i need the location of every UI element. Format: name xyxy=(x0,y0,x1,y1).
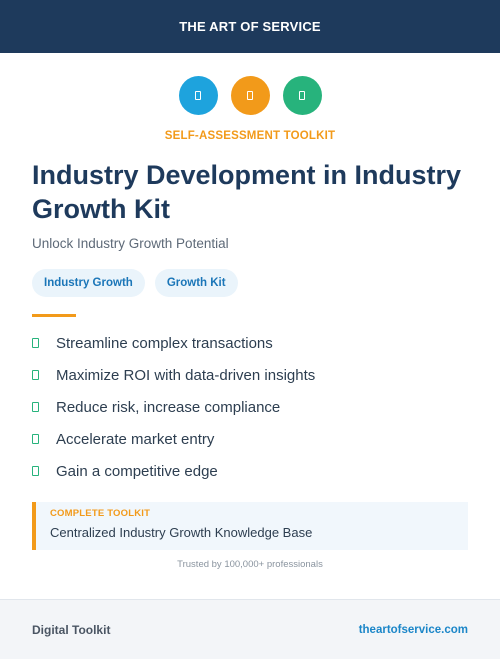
footer-bar: Digital Toolkit theartofservice.com xyxy=(0,599,500,659)
document-icon xyxy=(178,76,218,115)
benefit-text: Accelerate market entry xyxy=(56,430,215,448)
toolkit-callout: COMPLETE TOOLKIT Centralized Industry Gr… xyxy=(32,502,468,550)
accent-divider xyxy=(32,314,76,317)
benefit-text: Gain a competitive edge xyxy=(56,462,218,480)
toolkit-glyph xyxy=(299,91,305,100)
check-icon xyxy=(32,434,39,444)
document-glyph xyxy=(195,91,201,100)
benefit-list: Streamline complex transactions Maximize… xyxy=(32,327,468,487)
tag-growth-kit[interactable]: Growth Kit xyxy=(154,269,238,297)
check-icon xyxy=(32,402,39,412)
clipboard-icon xyxy=(230,76,270,115)
kicker-label: SELF-ASSESSMENT TOOLKIT xyxy=(164,130,336,142)
page-title: Industry Development in Industry Growth … xyxy=(32,160,462,224)
benefit-item: Streamline complex transactions xyxy=(32,327,468,359)
benefit-item: Gain a competitive edge xyxy=(32,455,468,487)
clipboard-glyph xyxy=(247,91,253,100)
footer-label: Digital Toolkit xyxy=(32,622,111,637)
benefit-text: Maximize ROI with data-driven insights xyxy=(56,366,316,384)
website-link[interactable]: theartofservice.com xyxy=(358,623,468,636)
check-icon xyxy=(32,370,39,380)
check-icon xyxy=(32,338,39,348)
header-bar: THE ART OF SERVICE xyxy=(0,0,500,53)
benefit-text: Streamline complex transactions xyxy=(56,334,273,352)
trust-note: Trusted by 100,000+ professionals xyxy=(177,559,323,570)
icon-row xyxy=(0,76,500,115)
callout-text: Centralized Industry Growth Knowledge Ba… xyxy=(50,525,313,540)
callout-label: COMPLETE TOOLKIT xyxy=(50,508,151,519)
toolkit-icon xyxy=(282,76,322,115)
main-content: Industry Development in Industry Growth … xyxy=(0,158,500,570)
tag-industry-growth[interactable]: Industry Growth xyxy=(32,269,145,297)
check-icon xyxy=(32,466,39,476)
brand-title: THE ART OF SERVICE xyxy=(179,19,321,34)
benefit-item: Maximize ROI with data-driven insights xyxy=(32,359,468,391)
subtitle: Unlock Industry Growth Potential xyxy=(32,236,229,251)
benefit-item: Reduce risk, increase compliance xyxy=(32,391,468,423)
benefit-text: Reduce risk, increase compliance xyxy=(56,398,281,416)
tag-list: Industry Growth Growth Kit xyxy=(32,269,468,297)
benefit-item: Accelerate market entry xyxy=(32,423,468,455)
